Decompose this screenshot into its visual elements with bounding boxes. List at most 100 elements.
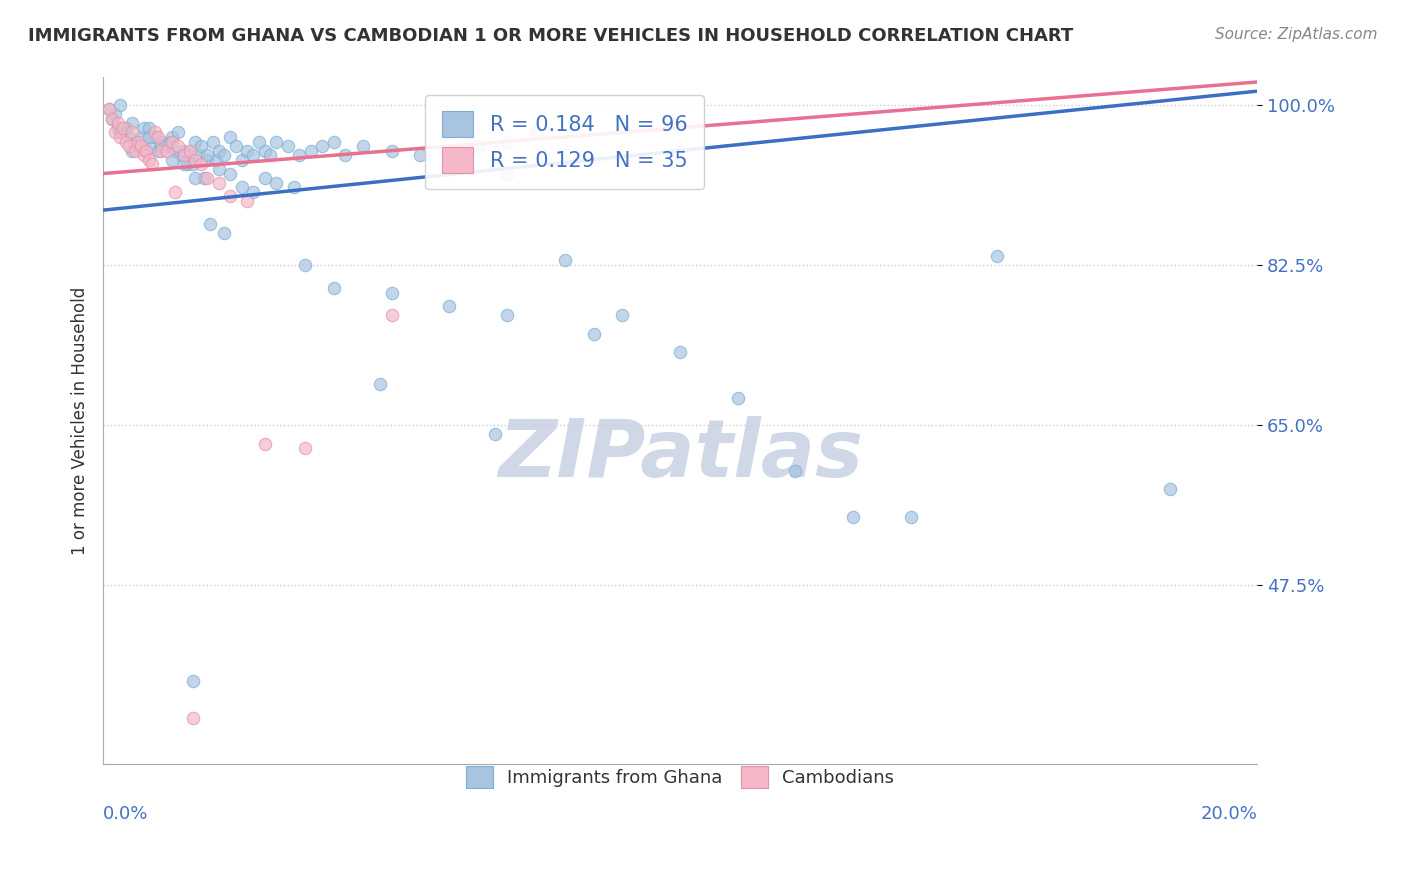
Point <box>253 436 276 450</box>
Point <box>104 125 127 139</box>
Point <box>184 171 207 186</box>
Point <box>207 176 229 190</box>
Point <box>231 180 253 194</box>
Point <box>219 167 242 181</box>
Point <box>165 144 187 158</box>
Point <box>900 509 922 524</box>
Point <box>97 103 120 117</box>
Point <box>311 139 333 153</box>
Point <box>162 130 184 145</box>
Point <box>204 153 226 167</box>
Point <box>152 139 174 153</box>
Point <box>381 309 404 323</box>
Point <box>582 326 605 341</box>
Point <box>277 139 299 153</box>
Point <box>101 112 124 126</box>
Point <box>352 139 374 153</box>
Point <box>146 144 169 158</box>
Point <box>141 139 163 153</box>
Text: IMMIGRANTS FROM GHANA VS CAMBODIAN 1 OR MORE VEHICLES IN HOUSEHOLD CORRELATION C: IMMIGRANTS FROM GHANA VS CAMBODIAN 1 OR … <box>28 27 1073 45</box>
Point <box>253 144 276 158</box>
Point <box>181 711 204 725</box>
Point <box>184 135 207 149</box>
Point <box>259 148 281 162</box>
Point <box>146 130 169 145</box>
Point <box>135 144 157 158</box>
Point <box>149 139 172 153</box>
Point <box>141 157 163 171</box>
Point <box>242 185 264 199</box>
Point <box>190 157 212 171</box>
Point <box>190 139 212 153</box>
Point <box>129 130 152 145</box>
Point <box>135 144 157 158</box>
Point <box>149 144 172 158</box>
Point <box>132 120 155 135</box>
Point <box>110 130 132 145</box>
Legend: Immigrants from Ghana, Cambodians: Immigrants from Ghana, Cambodians <box>451 752 908 803</box>
Point <box>110 125 132 139</box>
Point <box>138 130 160 145</box>
Point <box>181 674 204 689</box>
Point <box>554 253 576 268</box>
Point <box>118 139 141 153</box>
Point <box>214 226 236 240</box>
Point <box>496 167 519 181</box>
Point <box>107 120 129 135</box>
Point <box>236 144 259 158</box>
Point <box>195 171 218 186</box>
Point <box>179 148 201 162</box>
Point <box>294 441 316 455</box>
Point <box>439 299 461 313</box>
Point <box>176 157 198 171</box>
Point <box>264 176 287 190</box>
Point <box>231 153 253 167</box>
Point <box>294 258 316 272</box>
Point <box>496 309 519 323</box>
Point <box>195 153 218 167</box>
Point <box>179 144 201 158</box>
Point <box>299 144 322 158</box>
Point <box>138 120 160 135</box>
Point <box>97 103 120 117</box>
Point <box>207 144 229 158</box>
Point <box>242 148 264 162</box>
Point <box>149 135 172 149</box>
Point <box>368 377 391 392</box>
Point <box>121 144 143 158</box>
Y-axis label: 1 or more Vehicles in Household: 1 or more Vehicles in Household <box>72 286 89 555</box>
Point <box>112 120 135 135</box>
Point <box>132 148 155 162</box>
Text: 0.0%: 0.0% <box>103 805 149 823</box>
Point <box>322 281 344 295</box>
Point <box>669 345 692 359</box>
Point <box>184 153 207 167</box>
Point <box>127 135 149 149</box>
Point <box>283 180 305 194</box>
Point <box>124 144 146 158</box>
Point <box>170 148 193 162</box>
Point <box>115 135 138 149</box>
Point <box>155 139 177 153</box>
Point <box>110 98 132 112</box>
Point <box>104 107 127 121</box>
Point <box>439 144 461 158</box>
Point <box>165 185 187 199</box>
Point <box>115 120 138 135</box>
Point <box>118 130 141 145</box>
Point <box>409 148 432 162</box>
Point <box>127 139 149 153</box>
Point <box>162 153 184 167</box>
Point <box>167 125 190 139</box>
Point <box>986 249 1008 263</box>
Point <box>1159 483 1181 497</box>
Point <box>138 153 160 167</box>
Point <box>159 135 181 149</box>
Point <box>107 116 129 130</box>
Point <box>195 148 218 162</box>
Point <box>121 125 143 139</box>
Point <box>842 509 865 524</box>
Point <box>112 125 135 139</box>
Point <box>187 148 209 162</box>
Point <box>264 135 287 149</box>
